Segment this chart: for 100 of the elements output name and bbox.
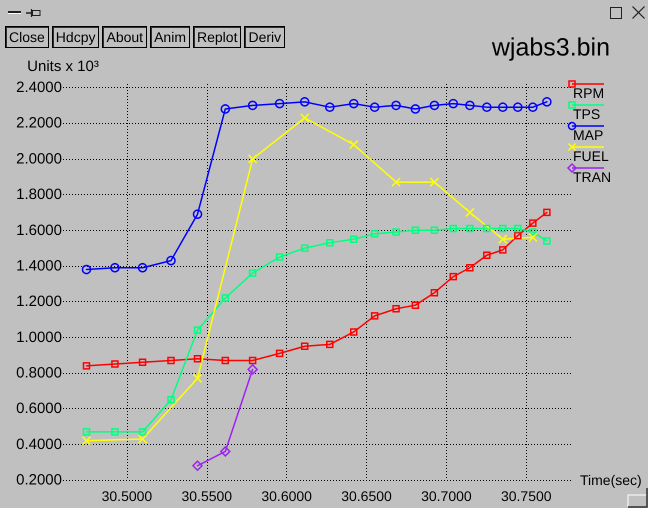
point (430, 226, 438, 234)
point (220, 446, 231, 457)
point (348, 140, 358, 150)
point (276, 253, 284, 261)
point (110, 262, 120, 272)
x-tick-label: 30.6000 (261, 488, 312, 504)
point (300, 97, 310, 107)
point (391, 100, 401, 110)
point (448, 98, 458, 108)
point (465, 100, 475, 110)
y-tick-label: 2.4000 (16, 79, 62, 96)
point (82, 428, 90, 436)
point (247, 364, 258, 375)
point (222, 294, 230, 302)
point (391, 177, 401, 187)
y-tick-label: 1.6000 (16, 222, 62, 239)
point (194, 354, 202, 362)
y-tick-label: 1.4000 (16, 257, 62, 274)
point (370, 102, 380, 112)
point (498, 102, 508, 112)
point (483, 251, 491, 259)
y-tick-label: 0.6000 (16, 400, 62, 418)
point (300, 244, 308, 252)
point (465, 208, 475, 218)
point (167, 396, 175, 404)
point (350, 235, 358, 243)
point (392, 228, 400, 236)
x-tick-label: 30.5500 (181, 488, 232, 504)
point (430, 100, 440, 110)
toolbar-button: About (102, 26, 148, 48)
point (300, 113, 310, 123)
legend-label: MAP (573, 127, 604, 143)
point (499, 224, 507, 232)
point (410, 104, 420, 114)
point (529, 228, 537, 236)
point (529, 219, 537, 227)
point (326, 239, 334, 247)
y-tick-label: 1.0000 (16, 328, 62, 346)
y-tick-label: 1.8000 (16, 186, 62, 204)
point (430, 288, 438, 296)
point (222, 356, 230, 364)
point (514, 224, 522, 232)
point (514, 232, 522, 240)
toolbar-button: Anim (150, 26, 190, 48)
legend-label: TRAN (573, 169, 612, 185)
point (482, 102, 492, 112)
point (498, 234, 508, 244)
point (194, 326, 202, 334)
point (111, 428, 119, 436)
legend-label: RPM (573, 85, 604, 101)
point (111, 360, 119, 368)
point (138, 262, 148, 272)
point (450, 272, 458, 280)
point (513, 102, 523, 112)
point (528, 232, 538, 242)
point (392, 305, 400, 313)
x-tick-label: 30.7000 (421, 488, 472, 504)
point (82, 362, 90, 370)
point (274, 98, 284, 108)
point (370, 230, 378, 238)
toolbar-button: Replot (192, 26, 242, 48)
point (528, 102, 538, 112)
point (138, 358, 146, 366)
point (192, 460, 203, 471)
y-tick-label: 0.2000 (16, 472, 62, 488)
point (138, 428, 146, 436)
point (326, 340, 334, 348)
point (82, 436, 92, 446)
point (248, 100, 258, 110)
point (412, 301, 420, 309)
point (466, 264, 474, 272)
point (248, 356, 256, 364)
y-tick-label: 2.0000 (16, 150, 62, 168)
y-tick-label: 0.4000 (16, 436, 62, 453)
point (499, 246, 507, 254)
y-axis-title: Units x 10³ (27, 58, 99, 75)
point (192, 209, 202, 219)
point (349, 98, 358, 108)
y-tick-label: 1.2000 (16, 293, 62, 310)
point (350, 328, 358, 336)
x-tick-label: 30.6500 (341, 488, 392, 504)
toolbar-button: Deriv (244, 26, 286, 48)
point (325, 102, 335, 112)
point (300, 342, 308, 350)
point (248, 269, 256, 277)
y-tick-label: 0.8000 (16, 364, 62, 382)
point (220, 104, 230, 114)
legend-label: FUEL (573, 148, 609, 164)
point (543, 208, 551, 216)
point (138, 434, 148, 444)
point (82, 264, 92, 274)
point (450, 224, 458, 232)
point (248, 154, 258, 164)
x-tick-label: 30.7500 (500, 488, 552, 504)
point (543, 237, 551, 245)
point (412, 226, 420, 234)
legend-label: TPS (573, 106, 600, 122)
y-tick-label: 2.2000 (16, 114, 62, 132)
point (166, 256, 176, 266)
point (167, 356, 175, 364)
